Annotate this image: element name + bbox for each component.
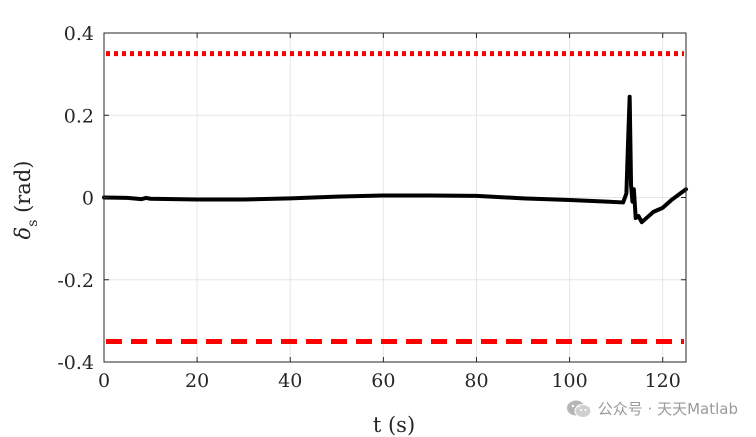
y-tick-label: -0.4 xyxy=(57,352,94,374)
x-tick-label: 0 xyxy=(98,370,110,392)
series-line xyxy=(102,94,688,225)
x-axis-label: t (s) xyxy=(373,413,415,437)
y-tick-label: -0.2 xyxy=(57,270,94,292)
y-axis-subscript: s xyxy=(25,220,41,227)
watermark: 公众号 · 天天Matlab xyxy=(566,398,738,419)
y-axis-label: δs (rad) xyxy=(11,161,41,240)
x-tick-label: 120 xyxy=(645,370,681,392)
y-tick-label: 0 xyxy=(82,188,94,210)
x-tick-label: 80 xyxy=(464,370,488,392)
y-tick-label: 0.2 xyxy=(64,105,94,127)
svg-text:δs (rad): δs (rad) xyxy=(11,161,41,240)
series-group xyxy=(102,94,688,225)
wechat-icon xyxy=(566,400,592,418)
x-tick-label: 20 xyxy=(185,370,209,392)
y-tick-label: 0.4 xyxy=(64,23,94,45)
x-tick-label: 60 xyxy=(371,370,395,392)
y-ticks: 0.4 0.2 0 -0.2 -0.4 xyxy=(57,23,686,374)
y-axis-unit: (rad) xyxy=(11,161,35,213)
x-ticks: 0 20 40 60 80 100 120 xyxy=(98,33,681,392)
x-tick-label: 40 xyxy=(278,370,302,392)
limit-lines xyxy=(106,51,684,344)
x-tick-label: 100 xyxy=(551,370,587,392)
watermark-text: 公众号 · 天天Matlab xyxy=(597,400,738,418)
y-axis-symbol: δ xyxy=(11,227,35,240)
